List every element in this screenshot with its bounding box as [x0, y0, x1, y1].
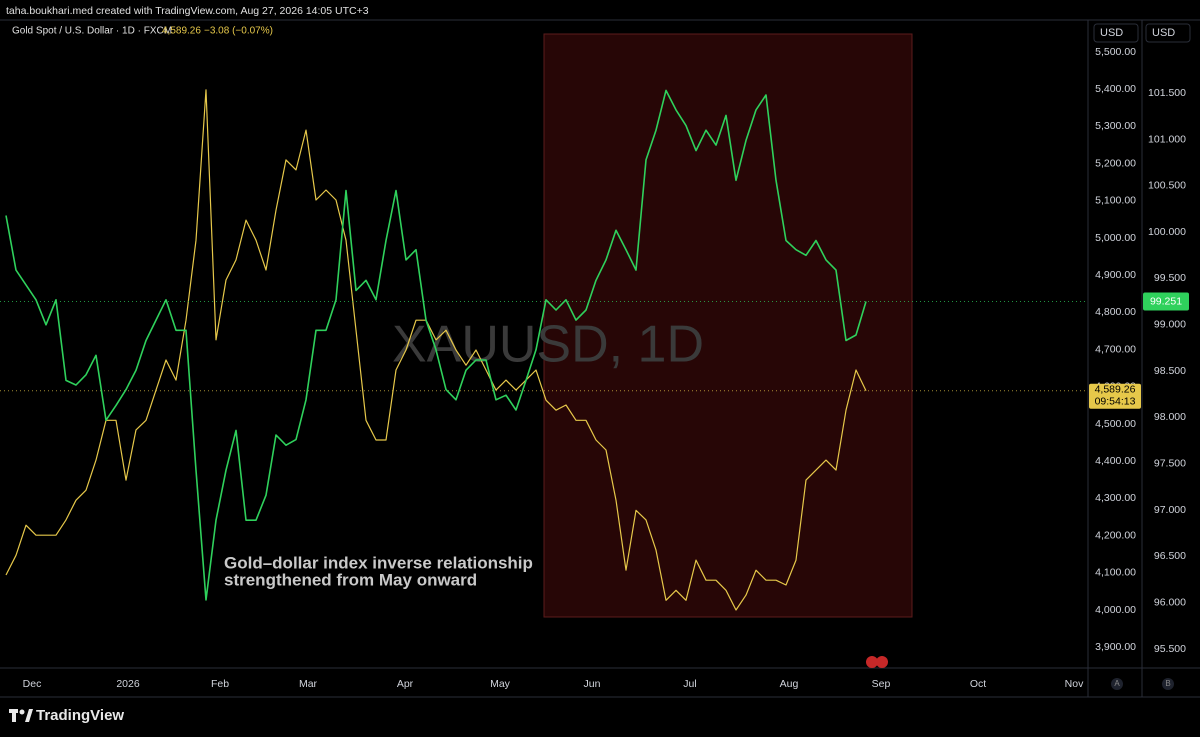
unit-box[interactable]: [1093, 23, 1139, 43]
y-tick-label: 5,400.00: [1095, 83, 1136, 95]
y-tick-label: 4,400.00: [1095, 455, 1136, 467]
event-icon[interactable]: [866, 656, 878, 668]
event-icon[interactable]: [876, 656, 888, 668]
y-tick-label: 4,700.00: [1095, 343, 1136, 355]
x-tick-label: May: [490, 678, 511, 690]
x-tick-label: Sep: [872, 678, 891, 690]
x-tick-label: Aug: [780, 678, 799, 690]
credit: taha.boukhari.med created with TradingVi…: [6, 5, 369, 17]
scale-button-label[interactable]: A: [1114, 679, 1120, 688]
y-tick-label: 4,500.00: [1095, 418, 1136, 430]
price-tag-label: 4,589.26: [1095, 384, 1136, 396]
y-tick-label: 5,100.00: [1095, 195, 1136, 207]
logo-mark: [25, 709, 33, 722]
price-tag-label: 99.251: [1150, 295, 1182, 307]
logo-mark: [9, 709, 18, 713]
y-tick-label: 5,500.00: [1095, 46, 1136, 58]
scale-button-label[interactable]: B: [1165, 679, 1170, 688]
x-tick-label: Feb: [211, 678, 229, 690]
x-tick-label: 2026: [116, 678, 140, 690]
y-tick-label: 5,300.00: [1095, 120, 1136, 132]
y2-tick-label: 98.000: [1154, 411, 1186, 423]
y2-tick-label: 99.500: [1154, 272, 1186, 284]
y-tick-label: 4,300.00: [1095, 492, 1136, 504]
y-tick-label: 4,000.00: [1095, 604, 1136, 616]
y2-tick-label: 96.000: [1154, 596, 1186, 608]
price-tag: [1089, 383, 1141, 409]
axis-unit[interactable]: USD: [1152, 27, 1175, 39]
x-tick-label: Nov: [1065, 678, 1084, 690]
watermark: XAUUSD, 1D: [392, 316, 704, 374]
y2-tick-label: 96.500: [1154, 550, 1186, 562]
axis-unit[interactable]: USD: [1100, 27, 1123, 39]
legend-change: −3.08 (−0.07%): [204, 26, 273, 37]
y2-tick-label: 97.000: [1154, 504, 1186, 516]
annotation: Gold–dollar index inverse relationship: [224, 553, 533, 572]
series-line: [5, 89, 867, 601]
y2-tick-label: 99.000: [1154, 319, 1186, 331]
y2-tick-label: 100.500: [1148, 180, 1186, 192]
logo-mark: [12, 712, 16, 722]
y2-tick-label: 97.500: [1154, 458, 1186, 470]
x-tick-label: Jul: [683, 678, 696, 690]
y-tick-label: 5,000.00: [1095, 232, 1136, 244]
y-tick-label: 4,100.00: [1095, 567, 1136, 579]
legend-price: 4,589.26: [162, 26, 201, 37]
y2-tick-label: 101.000: [1148, 133, 1186, 145]
y-tick-label: 5,200.00: [1095, 157, 1136, 169]
logo: [9, 709, 33, 722]
y-tick-label: 4,200.00: [1095, 529, 1136, 541]
series-line: [5, 89, 867, 611]
price-tag: [1143, 292, 1189, 311]
y2-tick-label: 95.500: [1154, 643, 1186, 655]
y2-tick-label: 98.500: [1154, 365, 1186, 377]
x-tick-label: Oct: [970, 678, 986, 690]
x-tick-label: Dec: [23, 678, 42, 690]
logo-mark: [19, 709, 25, 715]
y-tick-label: 3,900.00: [1095, 641, 1136, 653]
countdown-label: 09:54:13: [1095, 396, 1136, 408]
unit-box[interactable]: [1145, 23, 1191, 43]
scale-button[interactable]: [1162, 678, 1174, 690]
x-tick-label: Mar: [299, 678, 318, 690]
x-tick-label: Apr: [397, 678, 414, 690]
annotation: strengthened from May onward: [224, 570, 477, 589]
legend-entry: Gold Spot / U.S. Dollar · 1D · FXCM: [12, 26, 172, 37]
y-tick-label: 4,800.00: [1095, 306, 1136, 318]
y-tick-label: 4,900.00: [1095, 269, 1136, 281]
y2-tick-label: 100.000: [1148, 226, 1186, 238]
x-tick-label: Jun: [584, 678, 601, 690]
y2-tick-label: 101.500: [1148, 87, 1186, 99]
scale-button[interactable]: [1111, 678, 1123, 690]
logo-text: TradingView: [36, 707, 124, 724]
